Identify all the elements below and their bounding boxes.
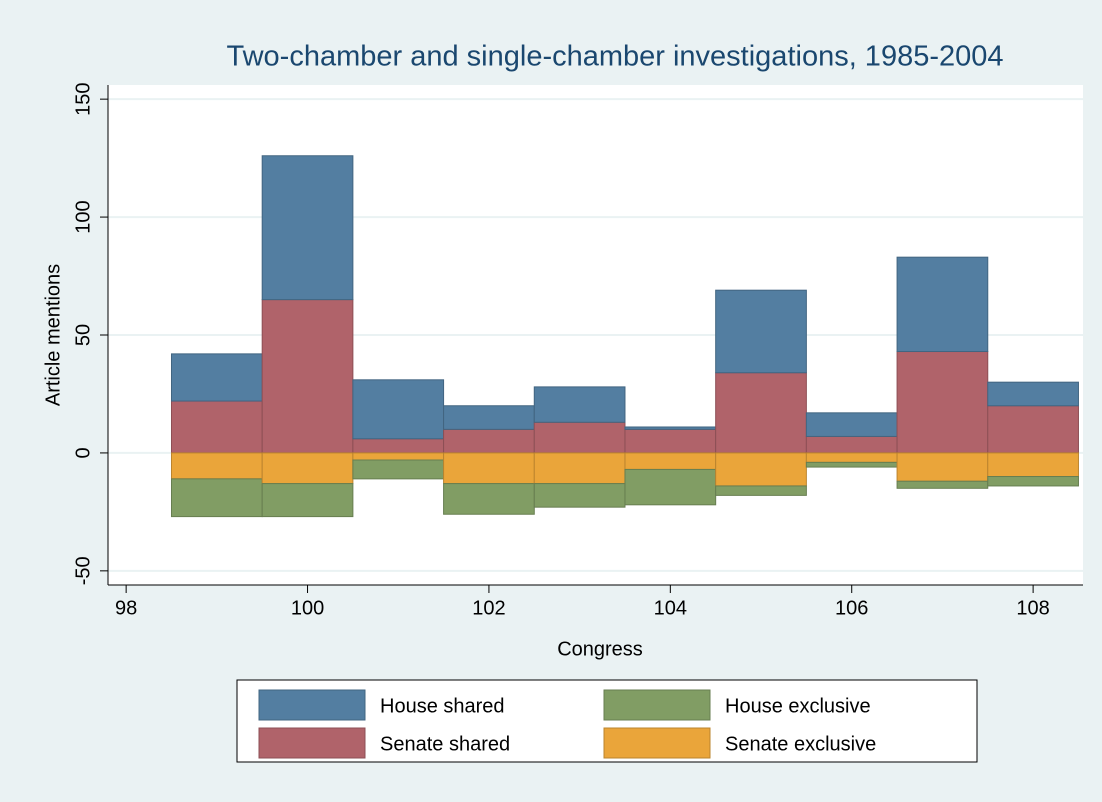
x-tick-label: 106 — [835, 597, 868, 619]
y-tick-label: 0 — [72, 447, 94, 458]
bar-segment — [170, 478, 263, 518]
bar-segment — [261, 155, 354, 301]
legend-label: House exclusive — [725, 695, 871, 717]
x-axis-label: Congress — [557, 638, 643, 660]
legend-label: Senate exclusive — [725, 733, 876, 755]
y-tick-label: 50 — [72, 324, 94, 346]
bar-segment — [805, 461, 898, 468]
legend-label: Senate shared — [380, 733, 510, 755]
bar-segment — [624, 426, 717, 430]
bar-segment — [715, 452, 807, 487]
bar-segment — [170, 400, 263, 454]
bar-segment — [896, 256, 989, 353]
bar-segment — [533, 452, 626, 485]
bar-segment — [624, 468, 717, 506]
bar-segment — [443, 428, 535, 454]
bar-segment — [987, 405, 1079, 454]
bar-segment — [261, 299, 354, 454]
bar-segment — [261, 452, 354, 485]
bar-segment — [261, 483, 354, 518]
x-tick-label: 102 — [472, 597, 505, 619]
legend-swatch — [603, 689, 711, 721]
bar-segment — [987, 381, 1079, 407]
bar-segment — [805, 412, 898, 437]
y-axis-label: Article mentions — [42, 264, 64, 406]
x-tick-label: 100 — [291, 597, 324, 619]
x-tick-label: 104 — [654, 597, 687, 619]
x-tick-label: 98 — [115, 597, 137, 619]
bar-segment — [715, 372, 807, 454]
y-tick-label: -50 — [72, 556, 94, 585]
bar-segment — [352, 379, 445, 440]
bar-segment — [352, 438, 445, 454]
legend-swatch — [258, 689, 366, 721]
y-tick-label: 100 — [72, 200, 94, 233]
bar-segment — [352, 452, 445, 461]
bar-segment — [987, 476, 1079, 487]
bar-segment — [533, 483, 626, 508]
chart-title: Two-chamber and single-chamber investiga… — [227, 41, 1004, 73]
bar-segment — [896, 452, 989, 482]
bar-segment — [443, 405, 535, 430]
bar-segment — [805, 435, 898, 454]
x-tick-label: 108 — [1016, 597, 1049, 619]
bar-segment — [170, 353, 263, 402]
bar-segment — [624, 428, 717, 454]
bar-segment — [987, 452, 1079, 478]
bar-segment — [896, 351, 989, 454]
bar-segment — [443, 483, 535, 515]
bar-segment — [715, 289, 807, 374]
y-tick-label: 150 — [72, 82, 94, 115]
legend-swatch — [603, 727, 711, 759]
bar-segment — [352, 459, 445, 480]
bar-segment — [805, 452, 898, 463]
bar-segment — [533, 421, 626, 454]
bar-segment — [624, 452, 717, 470]
bar-segment — [896, 480, 989, 489]
legend-swatch — [258, 727, 366, 759]
bar-segment — [715, 485, 807, 496]
legend-label: House shared — [380, 695, 505, 717]
bar-segment — [170, 452, 263, 480]
bar-segment — [443, 452, 535, 485]
bar-segment — [533, 386, 626, 423]
